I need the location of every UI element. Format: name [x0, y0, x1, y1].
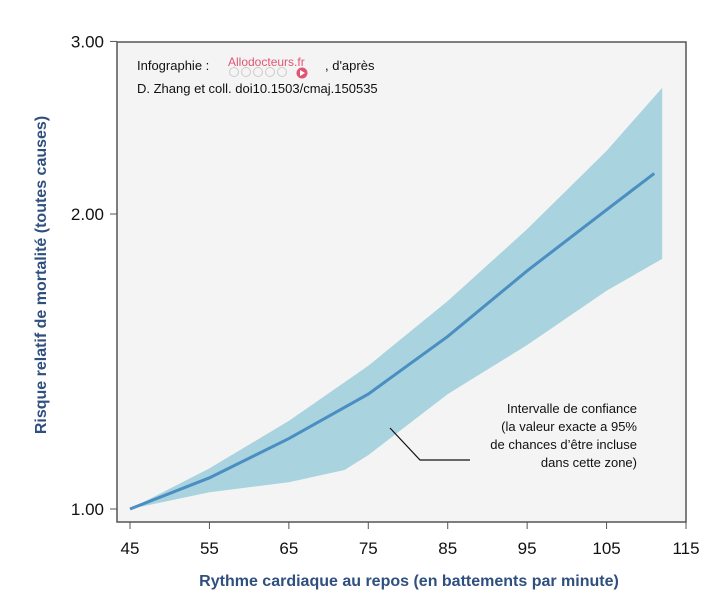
svg-text:(la valeur exacte a 95%: (la valeur exacte a 95%: [501, 419, 637, 434]
y-axis-label: Risque relatif de mortalité (toutes caus…: [33, 116, 50, 434]
annotation-leader-line: [389, 427, 470, 461]
credit-suffix: , d'après: [325, 58, 375, 73]
svg-text:dans cette zone): dans cette zone): [541, 455, 637, 470]
credit-source: D. Zhang et coll. doi10.1503/cmaj.150535: [137, 81, 378, 96]
credit-logo: Allodocteurs.fr: [228, 55, 305, 69]
logo-circles: [229, 67, 308, 79]
svg-text:Intervalle de confiance: Intervalle de confiance: [507, 401, 637, 416]
ci-annotation: Intervalle de confiance (la valeur exact…: [389, 401, 637, 470]
x-tick-label: 95: [518, 539, 537, 558]
x-tick-label: 65: [279, 539, 298, 558]
svg-text:de chances d’être incluse: de chances d’être incluse: [490, 437, 637, 452]
x-tick-label: 105: [592, 539, 620, 558]
x-tick-label: 55: [200, 539, 219, 558]
y-tick-label: 1.00: [71, 500, 104, 519]
x-tick-label: 75: [359, 539, 378, 558]
x-tick-label: 115: [672, 539, 699, 558]
risk-line: [129, 172, 656, 511]
confidence-band: [130, 87, 663, 509]
y-tick-label: 2.00: [71, 205, 104, 224]
x-axis-label: Rythme cardiaque au repos (en battements…: [199, 573, 619, 590]
x-tick-label: 85: [438, 539, 457, 558]
y-tick-label: 3.00: [71, 32, 104, 51]
x-tick-label: 45: [121, 539, 140, 558]
credit-prefix: Infographie :: [137, 58, 209, 73]
